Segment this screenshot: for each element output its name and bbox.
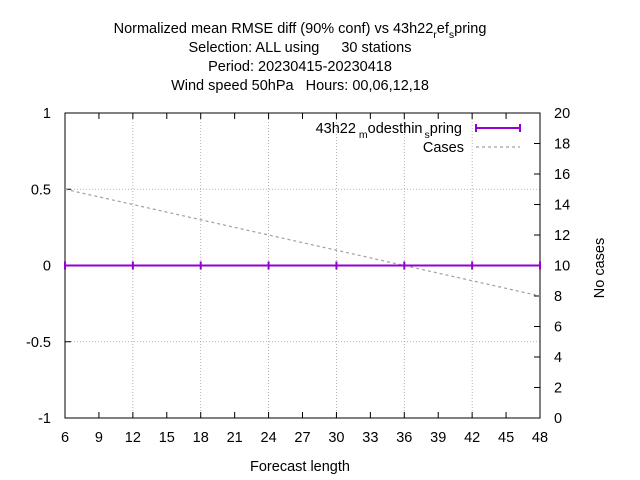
- x-tick-label: 12: [125, 430, 141, 446]
- y2-tick-label: 0: [554, 411, 562, 427]
- y2-axis: 0 2 4 6 8 10 12 14 16 18 20: [534, 106, 570, 427]
- legend-label-cases: Cases: [423, 140, 464, 156]
- x-axis: 6 9 12 15 18 21 24 27 30 33 36 39 42 45 48: [61, 113, 548, 446]
- x-tick-label: 36: [396, 430, 412, 446]
- y2-axis-label: No cases: [592, 238, 608, 298]
- x-tick-label: 33: [362, 430, 378, 446]
- x-tick-label: 18: [193, 430, 209, 446]
- x-tick-label: 15: [159, 430, 175, 446]
- legend-label-main: 43h22 modesthin spring: [316, 121, 462, 141]
- series-43h22-modesthin-spring: [64, 261, 541, 270]
- x-tick-label: 48: [532, 430, 548, 446]
- x-tick-label: 21: [227, 430, 243, 446]
- y2-tick-label: 4: [554, 350, 562, 366]
- y2-tick-label: 2: [554, 381, 562, 397]
- chart-title-line-4: Wind speed 50hPa Hours: 00,06,12,18: [171, 78, 429, 94]
- y2-tick-label: 10: [554, 259, 570, 275]
- y-tick-label: 0: [43, 259, 51, 275]
- y-tick-label: -1: [38, 411, 51, 427]
- y-tick-label: 1: [43, 106, 51, 122]
- y2-tick-label: 20: [554, 106, 570, 122]
- x-tick-label: 9: [95, 430, 103, 446]
- x-tick-label: 27: [294, 430, 310, 446]
- x-axis-label: Forecast length: [250, 459, 350, 475]
- y-tick-label: 0.5: [31, 182, 51, 198]
- y2-tick-label: 16: [554, 167, 570, 183]
- chart-title-line-1: Normalized mean RMSE diff (90% conf) vs …: [114, 21, 487, 41]
- chart-title-line-3: Period: 20230415-20230418: [208, 59, 392, 75]
- x-tick-label: 30: [328, 430, 344, 446]
- series-cases-line: [64, 188, 541, 297]
- x-tick-label: 45: [498, 430, 514, 446]
- y2-tick-label: 12: [554, 228, 570, 244]
- y-tick-label: -0.5: [26, 335, 51, 351]
- y2-tick-label: 6: [554, 320, 562, 336]
- x-tick-label: 42: [464, 430, 480, 446]
- y2-tick-label: 14: [554, 198, 570, 214]
- x-tick-label: 6: [61, 430, 69, 446]
- y2-tick-label: 8: [554, 289, 562, 305]
- legend: 43h22 modesthin spring Cases: [316, 121, 521, 156]
- x-tick-label: 39: [430, 430, 446, 446]
- y2-tick-label: 18: [554, 137, 570, 153]
- chart-title-line-2: Selection: ALL using 30 stations: [188, 40, 411, 56]
- chart-title: Normalized mean RMSE diff (90% conf) vs …: [114, 21, 487, 94]
- x-tick-label: 24: [261, 430, 277, 446]
- series-cases: [64, 188, 541, 297]
